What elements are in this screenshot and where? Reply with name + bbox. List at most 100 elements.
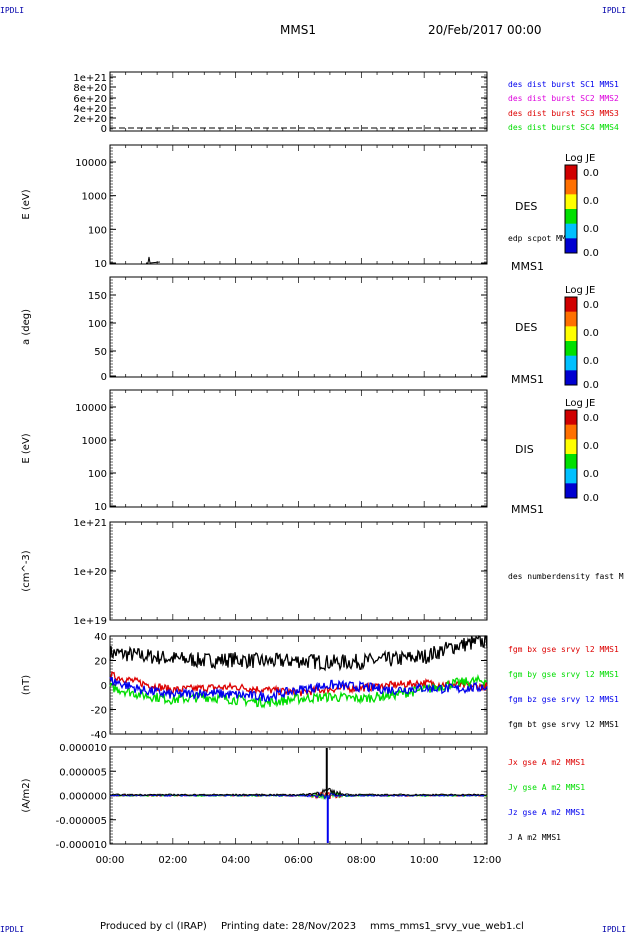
- panel-6: 40 20 0 -20 -40 (nT) fgm bx gse srvy l2 MMS1 fg…: [21, 632, 619, 741]
- colorbar-tick-label: 0.0: [583, 413, 599, 424]
- colorbar-title: Log JE: [565, 285, 595, 296]
- y-tick-label: 0.000010: [59, 743, 107, 754]
- colorbar-swatch: [565, 209, 577, 225]
- series-line-4: [109, 676, 488, 702]
- legend-entry: J A m2 MMS1: [508, 833, 561, 842]
- colorbar-swatch: [565, 165, 577, 181]
- colorbar-swatch: [565, 370, 577, 386]
- y-tick-label: -20: [91, 706, 107, 717]
- colorbar-tick-label: 0.0: [583, 168, 599, 179]
- colorbar-swatch: [565, 355, 577, 371]
- y-tick-label: 0: [101, 124, 107, 135]
- y-tick-label: 100: [88, 469, 107, 480]
- colorbar-swatch: [565, 311, 577, 327]
- y-tick-label: 100: [88, 319, 107, 330]
- y-tick-label: 4e+20: [73, 104, 107, 115]
- y-tick-label: 40: [94, 632, 107, 643]
- y-tick-label: 1e+20: [73, 567, 107, 578]
- y-tick-label: 0: [101, 681, 107, 692]
- colorbar-swatch: [565, 326, 577, 342]
- figure-title: MMS1: [280, 23, 316, 37]
- colorbar-tick-label: 0.0: [583, 469, 599, 480]
- panel-7: 0.000010 0.000005 0.000000 -0.000005 -0.0000…: [21, 743, 585, 866]
- panel-3: 150 100 50 0 a (deg) DES MMS1 Log JE 0.0 0.0 0.0 0.…: [21, 276, 599, 391]
- panel-frame: [109, 276, 488, 378]
- y-tick-label: 1e+21: [73, 518, 107, 529]
- colorbar-swatch: [565, 439, 577, 455]
- colorbar-frame: [564, 409, 578, 499]
- legend-entry: des dist burst SC3 MMS3: [508, 109, 619, 118]
- colorbar-swatch: [565, 223, 577, 239]
- y-tick-label: 1e+19: [73, 616, 107, 627]
- legend-entry: Jy gse A m2 MMS1: [508, 783, 585, 792]
- colorbar-frame: [564, 164, 578, 254]
- x-tick-label: 10:00: [410, 855, 439, 866]
- series-line-3: [109, 673, 488, 709]
- y-tick-label: 0.000005: [59, 767, 107, 778]
- colorbar-frame: [564, 296, 578, 386]
- x-tick-label: 02:00: [158, 855, 187, 866]
- colorbar-swatch: [565, 410, 577, 426]
- y-tick-label: 2e+20: [73, 114, 107, 125]
- legend-entry: des dist burst SC1 MMS1: [508, 80, 619, 89]
- panel-frame: [109, 389, 488, 508]
- legend-entry: fgm bx gse srvy l2 MMS1: [508, 645, 619, 654]
- legend-entry: fgm by gse srvy l2 MMS1: [508, 670, 619, 679]
- colorbar-tick-label: 0.0: [583, 328, 599, 339]
- y-tick-label: -0.000005: [56, 816, 107, 827]
- y-axis-label: a (deg): [21, 309, 32, 345]
- x-tick-label: 04:00: [221, 855, 250, 866]
- panel-frame: [109, 71, 488, 132]
- x-tick-label: 08:00: [347, 855, 376, 866]
- y-tick-label: 6e+20: [73, 94, 107, 105]
- colorbar-swatch: [565, 238, 577, 254]
- y-tick-label: 0: [101, 372, 107, 383]
- colorbar-tick-label: 0.0: [583, 380, 599, 391]
- colorbar-swatch: [565, 194, 577, 210]
- colorbar-swatch: [565, 454, 577, 470]
- y-tick-label: 0.000000: [59, 792, 107, 803]
- legend-entry: fgm bt gse srvy l2 MMS1: [508, 720, 619, 729]
- y-tick-label: 1000: [82, 436, 107, 447]
- y-tick-label: 50: [94, 347, 107, 358]
- colorbar-swatch: [565, 341, 577, 357]
- legend-entry: des dist burst SC4 MMS4: [508, 123, 619, 132]
- colorbar-tick-label: 0.0: [583, 441, 599, 452]
- panel-2: 10000 1000 100 10 E (eV) DES MMS1 edp scpot MMS…: [21, 144, 599, 273]
- corner-label-bottom-left: IPDLI: [0, 925, 24, 934]
- corner-label-top-left: IPDLI: [0, 6, 24, 15]
- y-tick-label: 10: [94, 259, 107, 270]
- panel-4: 10000 1000 100 10 E (eV) DIS MMS1 Log JE 0.0 0.0 0…: [21, 389, 599, 516]
- legend-entry: des dist burst SC2 MMS2: [508, 94, 619, 103]
- x-tick-label: 00:00: [96, 855, 125, 866]
- overlay-legend: edp scpot MMS1: [508, 234, 576, 243]
- colorbar-tick-label: 0.0: [583, 356, 599, 367]
- panel-5: 1e+21 1e+20 1e+19 (cm^-3) des numberdensity …: [21, 518, 624, 627]
- instrument-label: DES: [515, 321, 537, 334]
- y-tick-label: 1e+21: [73, 73, 107, 84]
- spacecraft-label: MMS1: [511, 260, 544, 273]
- y-tick-label: 1000: [82, 192, 107, 203]
- colorbar: Log JE 0.0 0.0 0.0 0.0: [564, 153, 599, 259]
- spacecraft-label: MMS1: [511, 503, 544, 516]
- y-tick-label: -40: [91, 730, 107, 741]
- legend-entry: fgm bz gse srvy l2 MMS1: [508, 695, 619, 704]
- colorbar-swatch: [565, 424, 577, 440]
- y-tick-label: -0.000010: [56, 840, 107, 851]
- colorbar-swatch: [565, 468, 577, 484]
- colorbar-title: Log JE: [565, 398, 595, 409]
- y-tick-label: 10000: [75, 403, 107, 414]
- corner-label-top-right: IPDLI: [602, 6, 626, 15]
- instrument-label: DES: [515, 200, 537, 213]
- colorbar: Log JE 0.0 0.0 0.0 0.0: [564, 398, 599, 504]
- colorbar-title: Log JE: [565, 153, 595, 164]
- colorbar-tick-label: 0.0: [583, 248, 599, 259]
- scpot-trace: [146, 256, 161, 264]
- spacecraft-label: MMS1: [511, 373, 544, 386]
- x-tick-label: 06:00: [284, 855, 313, 866]
- colorbar-swatch: [565, 483, 577, 499]
- colorbar-tick-label: 0.0: [583, 493, 599, 504]
